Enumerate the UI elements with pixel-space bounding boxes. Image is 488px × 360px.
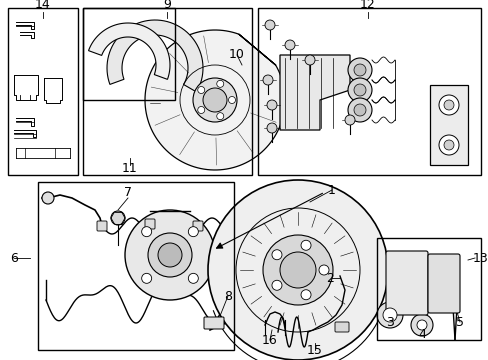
Circle shape [345,115,354,125]
Circle shape [203,88,226,112]
Circle shape [158,243,182,267]
Circle shape [216,80,224,87]
Circle shape [148,233,192,277]
Circle shape [410,314,432,336]
Circle shape [264,20,274,30]
Polygon shape [280,55,349,130]
Bar [83,8,175,100]
Circle shape [416,320,426,330]
Circle shape [353,84,365,96]
Circle shape [347,78,371,102]
Circle shape [266,100,276,110]
Text: 11: 11 [122,162,138,175]
Circle shape [142,227,151,237]
Circle shape [188,227,198,237]
Bar [258,8,480,175]
Circle shape [216,113,224,120]
Circle shape [266,123,276,133]
Circle shape [142,273,151,283]
Text: 14: 14 [35,0,51,10]
Text: 12: 12 [359,0,375,10]
Circle shape [271,250,282,260]
Text: 10: 10 [228,49,244,62]
Polygon shape [429,85,467,165]
Circle shape [353,64,365,76]
Text: 5: 5 [455,315,463,328]
Circle shape [438,135,458,155]
FancyBboxPatch shape [193,221,203,231]
Text: 2: 2 [325,271,333,284]
FancyBboxPatch shape [203,317,224,329]
Circle shape [382,308,396,322]
Circle shape [263,75,272,85]
Circle shape [301,290,310,300]
FancyBboxPatch shape [145,219,155,229]
Text: 3: 3 [385,315,393,328]
Circle shape [197,86,204,94]
Circle shape [263,235,332,305]
Circle shape [305,55,314,65]
Circle shape [318,265,328,275]
Text: 7: 7 [124,186,132,199]
Text: 4: 4 [417,328,425,342]
FancyBboxPatch shape [97,221,107,231]
Circle shape [280,252,315,288]
Circle shape [42,192,54,204]
Circle shape [285,40,294,50]
Circle shape [125,210,215,300]
Bar [8,8,78,175]
Circle shape [347,98,371,122]
Polygon shape [107,20,203,92]
Circle shape [188,273,198,283]
Bar [376,238,480,340]
Circle shape [271,280,282,290]
Circle shape [207,180,387,360]
Circle shape [301,240,310,250]
Text: 6: 6 [10,252,18,265]
FancyBboxPatch shape [334,322,348,332]
Circle shape [353,104,365,116]
Text: 8: 8 [224,289,231,302]
Text: 1: 1 [327,184,335,197]
Circle shape [438,95,458,115]
Bar [83,8,251,175]
Circle shape [228,96,235,104]
Text: 15: 15 [306,343,322,356]
Circle shape [193,78,237,122]
Text: 13: 13 [472,252,488,265]
Text: 9: 9 [163,0,171,10]
Circle shape [111,211,125,225]
Circle shape [197,107,204,113]
Text: 16: 16 [262,333,277,346]
Circle shape [347,58,371,82]
Circle shape [443,100,453,110]
Circle shape [376,302,402,328]
Bar [38,182,234,350]
Circle shape [443,140,453,150]
Polygon shape [145,30,285,170]
FancyBboxPatch shape [385,251,427,315]
FancyBboxPatch shape [427,254,459,313]
Polygon shape [88,23,170,79]
